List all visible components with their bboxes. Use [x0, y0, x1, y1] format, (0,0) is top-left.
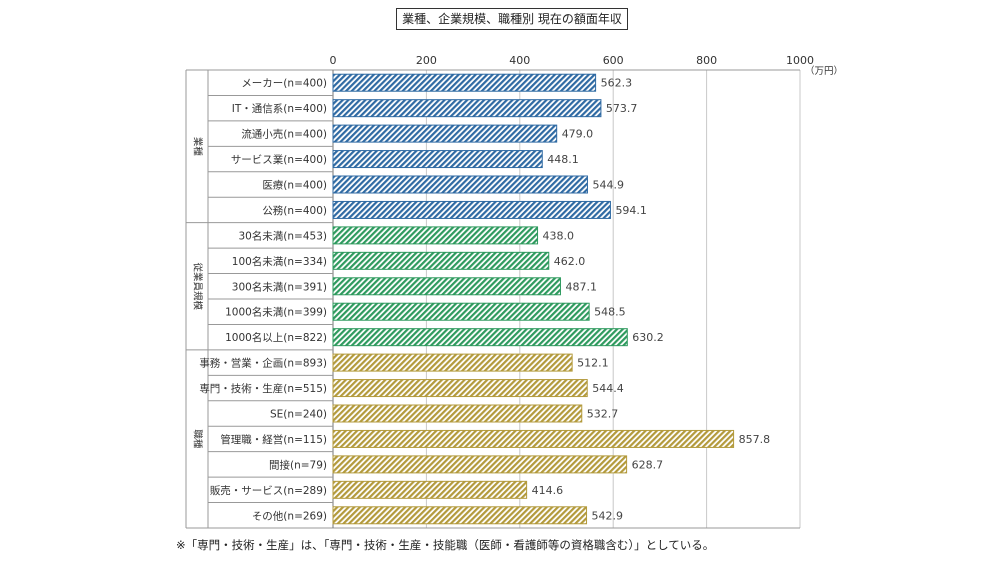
data-label: 479.0: [562, 128, 594, 141]
data-label: 857.8: [739, 433, 771, 446]
bar: [332, 277, 561, 296]
bar: [332, 429, 735, 448]
category-label: 販売・サービス(n=289): [210, 484, 327, 497]
x-tick-label: 0: [330, 54, 337, 67]
x-tick-label: 1000: [786, 54, 814, 67]
category-label: 管理職・経営(n=115): [220, 433, 327, 446]
category-label: メーカー(n=400): [241, 78, 327, 90]
bar: [332, 506, 588, 525]
bar: [332, 379, 588, 398]
x-tick-label: 800: [696, 54, 717, 67]
category-label: 流通小売(n=400): [241, 128, 327, 141]
bar: [332, 480, 528, 499]
bar: [332, 353, 573, 372]
data-label: 544.9: [592, 179, 624, 192]
x-tick-label: 200: [416, 54, 437, 67]
bar: [332, 124, 558, 143]
bar: [332, 99, 602, 118]
category-label: 1000名未満(n=399): [225, 306, 327, 319]
data-label: 542.9: [592, 509, 624, 522]
data-label: 487.1: [565, 280, 597, 293]
bar: [332, 150, 543, 169]
data-label: 562.3: [601, 77, 633, 90]
bar: [332, 175, 588, 194]
data-label: 448.1: [547, 153, 579, 166]
bar: [332, 251, 550, 270]
category-label: 間接(n=79): [269, 458, 327, 471]
category-label: 医療(n=400): [262, 179, 327, 192]
category-label: IT・通信系(n=400): [232, 103, 327, 115]
bar: [332, 455, 628, 474]
bar: [332, 200, 611, 219]
bar: [332, 328, 628, 347]
data-label: 414.6: [532, 484, 564, 497]
unit-label: （万円）: [805, 65, 843, 77]
data-label: 628.7: [632, 458, 664, 471]
data-label: 512.1: [577, 357, 609, 370]
category-label: その他(n=269): [252, 509, 327, 522]
group-label: 従業員規模: [192, 263, 204, 311]
category-label: 30名未満(n=453): [238, 229, 327, 242]
data-label: 548.5: [594, 306, 626, 319]
group-label: 職種: [192, 429, 203, 449]
category-label: 100名未満(n=334): [232, 255, 327, 268]
category-label: 公務(n=400): [262, 204, 327, 217]
category-label: 事務・営業・企画(n=893): [199, 357, 327, 370]
chart-title: 業種、企業規模、職種別 現在の額面年収: [396, 8, 628, 30]
data-label: 594.1: [615, 204, 647, 217]
footnote: ※「専門・技術・生産」は、「専門・技術・生産・技能職（医師・看護師等の資格職含む…: [176, 538, 715, 552]
group-label: 業種: [192, 137, 204, 157]
category-label: サービス業(n=400): [231, 153, 327, 166]
category-label: SE(n=240): [270, 409, 327, 421]
x-tick-label: 400: [509, 54, 530, 67]
category-label: 専門・技術・生産(n=515): [199, 382, 327, 395]
data-label: 462.0: [554, 255, 586, 268]
bar: [332, 404, 583, 423]
category-label: 300名未満(n=391): [232, 280, 327, 293]
data-label: 573.7: [606, 102, 638, 115]
bar: [332, 226, 539, 245]
bar: [332, 73, 597, 92]
data-label: 532.7: [587, 408, 619, 421]
data-label: 544.4: [592, 382, 624, 395]
x-tick-label: 600: [603, 54, 624, 67]
category-label: 1000名以上(n=822): [225, 331, 327, 344]
data-label: 438.0: [543, 229, 575, 242]
bar: [332, 302, 590, 321]
data-label: 630.2: [632, 331, 664, 344]
